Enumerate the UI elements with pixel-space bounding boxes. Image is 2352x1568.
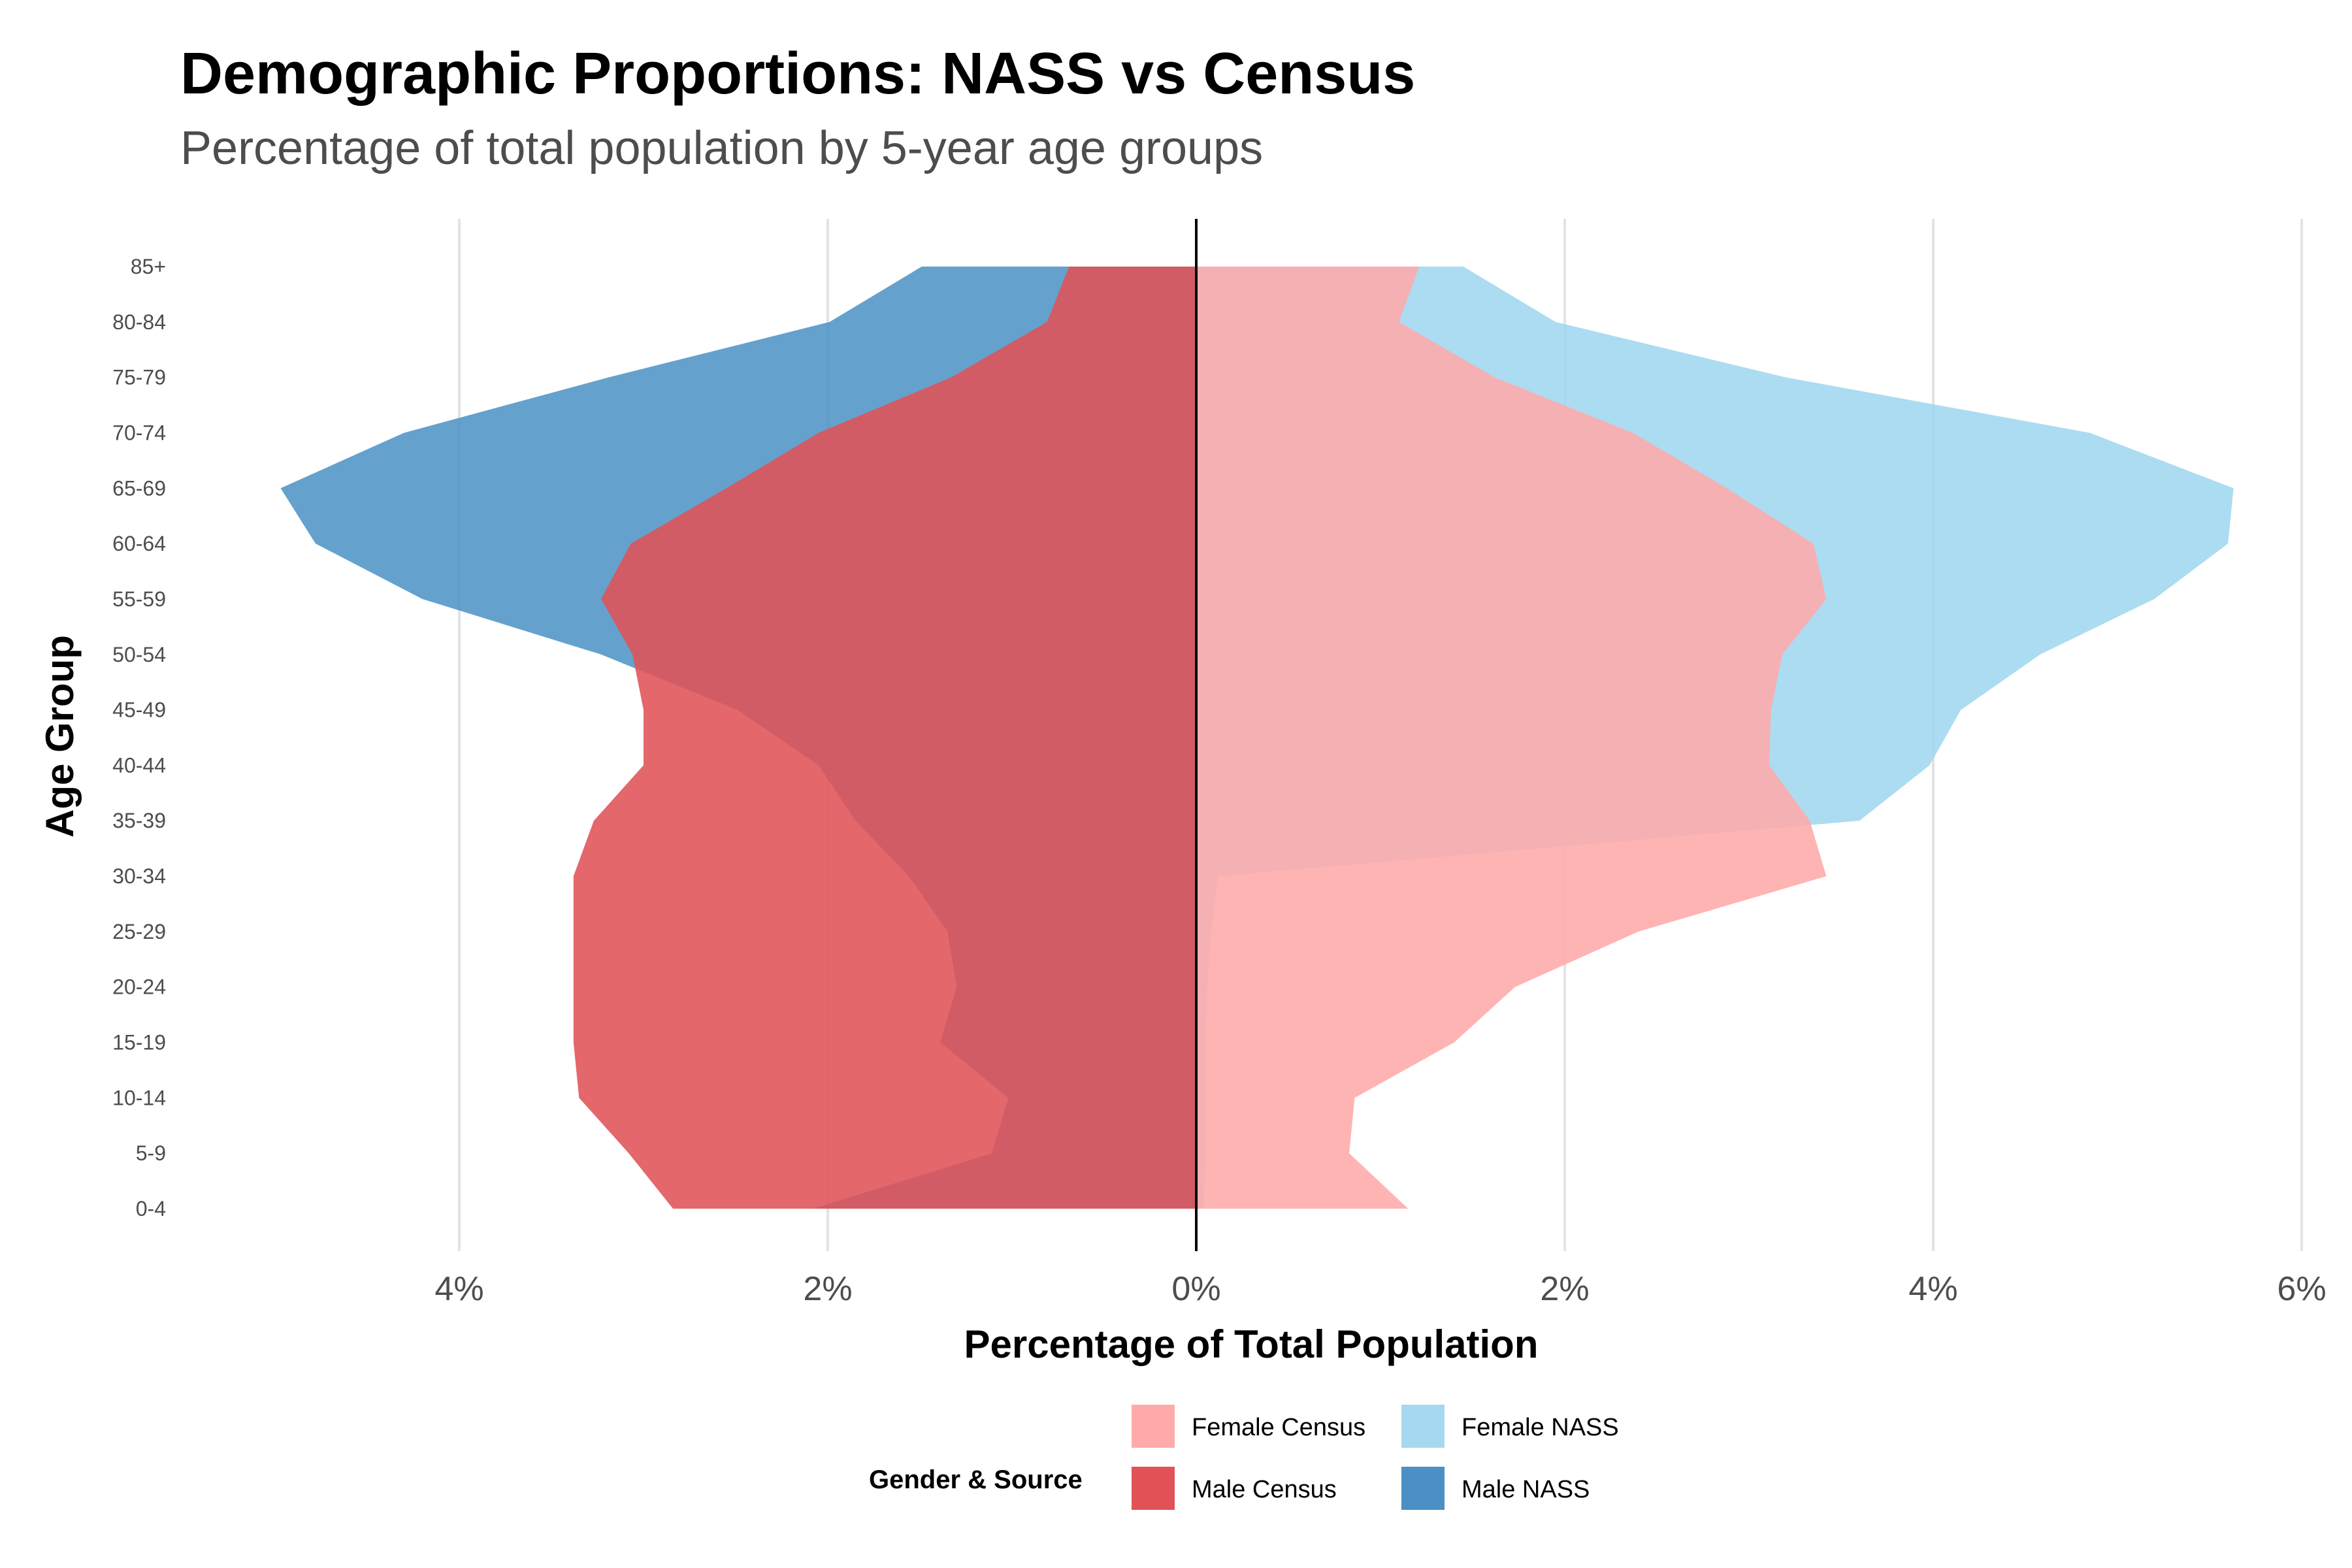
y-axis-title: Age Group — [38, 635, 82, 838]
legend-swatch-female-census — [1132, 1405, 1175, 1448]
legend-label-male-nass: Male NASS — [1462, 1476, 1590, 1503]
x-tick-label-5: 6% — [2277, 1270, 2326, 1308]
y-tick-label-80-84: 80-84 — [112, 310, 166, 334]
chart-title: Demographic Proportions: NASS vs Census — [180, 41, 1416, 106]
legend-swatch-male-nass — [1401, 1467, 1445, 1510]
y-tick-label-60-64: 60-64 — [112, 532, 166, 555]
y-tick-label-40-44: 40-44 — [112, 753, 166, 777]
x-tick-label-2: 0% — [1171, 1270, 1220, 1308]
x-tick-label-4: 4% — [1908, 1270, 1957, 1308]
y-tick-label-70-74: 70-74 — [112, 421, 166, 444]
legend-label-male-census: Male Census — [1192, 1476, 1337, 1503]
y-tick-label-75-79: 75-79 — [112, 366, 166, 389]
x-tick-label-3: 2% — [1540, 1270, 1589, 1308]
x-tick-label-1: 2% — [803, 1270, 852, 1308]
y-tick-label-15-19: 15-19 — [112, 1031, 166, 1054]
area-male-census — [573, 267, 1196, 1209]
y-tick-label-10-14: 10-14 — [112, 1086, 166, 1109]
legend-label-female-census: Female Census — [1192, 1414, 1365, 1441]
y-tick-label-85+: 85+ — [131, 255, 166, 278]
y-tick-label-55-59: 55-59 — [112, 587, 166, 611]
y-tick-label-5-9: 5-9 — [136, 1141, 166, 1165]
legend-swatch-male-census — [1132, 1467, 1175, 1510]
y-tick-label-50-54: 50-54 — [112, 643, 166, 666]
x-tick-label-0: 4% — [434, 1270, 483, 1308]
y-tick-label-35-39: 35-39 — [112, 809, 166, 832]
legend-label-female-nass: Female NASS — [1462, 1414, 1619, 1441]
legend-swatch-female-nass — [1401, 1405, 1445, 1448]
y-tick-label-65-69: 65-69 — [112, 476, 166, 500]
y-tick-label-45-49: 45-49 — [112, 698, 166, 722]
y-tick-label-25-29: 25-29 — [112, 920, 166, 943]
legend-title: Gender & Source — [869, 1465, 1083, 1494]
area-female-census — [1196, 267, 1827, 1209]
chart-subtitle: Percentage of total population by 5-year… — [180, 122, 1264, 174]
y-tick-label-30-34: 30-34 — [112, 864, 166, 888]
y-tick-label-0-4: 0-4 — [136, 1197, 166, 1220]
x-axis-title: Percentage of Total Population — [964, 1322, 1539, 1366]
y-tick-label-20-24: 20-24 — [112, 975, 166, 999]
